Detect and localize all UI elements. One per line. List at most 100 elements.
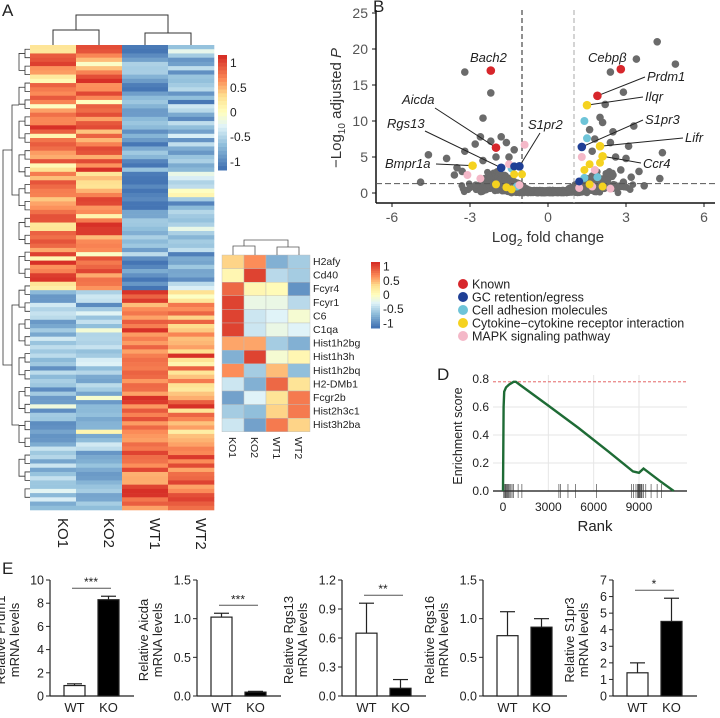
- data-point: [450, 171, 459, 179]
- heatmap-cell: [30, 442, 77, 447]
- heatmap-cell: [76, 260, 123, 266]
- heatmap-cell: [76, 146, 123, 151]
- heatmap-cell: [122, 497, 169, 502]
- heatmap-cell: [30, 108, 77, 113]
- row-label: Hist1h2bg: [313, 338, 360, 350]
- bar-chart-rgs13: 0.0 0.3 0.6 0.9 1.2 WT KO ** Relative Rgs13 mRNA …: [281, 574, 426, 715]
- heatmap-cell: [122, 78, 169, 84]
- y-tick-label: 0.5: [460, 651, 477, 665]
- heatmap-cell: [168, 201, 215, 206]
- highlighted-point: [580, 117, 589, 125]
- row-label: Hist1h3h: [313, 351, 355, 363]
- heatmap-cell: [287, 363, 311, 378]
- gene-leader-line: [586, 96, 644, 106]
- heatmap-cell: [168, 247, 215, 253]
- heatmap-cell: [76, 455, 123, 460]
- heatmap-cell: [76, 108, 123, 113]
- heatmap-cell: [122, 197, 169, 202]
- heatmap-cell: [122, 133, 169, 139]
- heatmap-cell: [30, 433, 77, 439]
- y-tick-label: 4: [37, 643, 44, 657]
- colorbar-segment: [218, 143, 227, 148]
- heatmap-cell: [30, 83, 77, 88]
- y-axis-label-part: −Log: [328, 134, 345, 168]
- heatmap-cell: [76, 324, 123, 329]
- heatmap-cell: [168, 446, 215, 452]
- column-label: KO1: [54, 518, 71, 548]
- heatmap-cell: [168, 324, 215, 329]
- colorbar-segment: [371, 310, 380, 314]
- colorbar-segment: [371, 297, 380, 300]
- heatmap-cell: [122, 247, 169, 253]
- heatmap-cell: [30, 429, 77, 435]
- heatmap-cell: [122, 340, 169, 346]
- heatmap-cell: [122, 146, 169, 151]
- y-tick-label: 0: [600, 690, 607, 704]
- legend-marker: [458, 279, 468, 289]
- y-tick-label: 15: [352, 77, 368, 93]
- heatmap-cell: [168, 61, 215, 67]
- heatmap-cell: [168, 239, 215, 244]
- heatmap-cell: [122, 302, 169, 308]
- heatmap-cell: [76, 336, 123, 342]
- heatmap-cell: [122, 417, 169, 422]
- heatmap-cell: [76, 235, 123, 240]
- highlighted-point: [463, 171, 472, 179]
- row-label: Fcgr2b: [313, 392, 346, 404]
- data-point: [487, 89, 495, 97]
- heatmap-cell: [122, 209, 169, 215]
- heatmap-cell: [30, 243, 77, 249]
- heatmap-cell: [76, 184, 123, 190]
- labeled-gene-point: [468, 161, 477, 170]
- heatmap-cell: [76, 391, 123, 397]
- heatmap-cell: [122, 311, 169, 316]
- column-label: WT2: [292, 437, 304, 459]
- column-dendrogram: [52, 14, 192, 45]
- heatmap-cell: [168, 108, 215, 113]
- highlighted-point: [580, 165, 589, 174]
- colorbar-segment: [371, 308, 380, 311]
- heatmap-cell: [243, 363, 267, 378]
- heatmap-cell: [243, 295, 267, 310]
- heatmap-cell: [287, 404, 311, 419]
- data-point: [630, 122, 638, 130]
- heatmap-cell: [30, 349, 77, 354]
- heatmap-cell: [122, 433, 169, 439]
- heatmap-cell: [168, 209, 215, 215]
- labeled-gene-point: [582, 100, 592, 110]
- heatmap-cell: [30, 273, 77, 278]
- y-tick-label: 0.8: [472, 372, 489, 386]
- heatmap-cell: [168, 231, 215, 236]
- heatmap-cell: [168, 49, 215, 54]
- colorbar-segment: [371, 286, 380, 289]
- heatmap-cell: [76, 171, 123, 177]
- heatmap-cell: [76, 493, 123, 498]
- heatmap-cell: [168, 57, 215, 63]
- heatmap-cell: [168, 167, 215, 173]
- heatmap-cell: [168, 307, 215, 312]
- heatmap-cell: [168, 129, 215, 135]
- heatmap-cell: [243, 350, 267, 365]
- heatmap-cell: [30, 252, 77, 257]
- heatmap-cell: [243, 418, 267, 433]
- heatmap-cell: [122, 188, 169, 194]
- heatmap-cell: [243, 377, 267, 392]
- heatmap-cell: [76, 74, 123, 80]
- nonsignificant-point: [458, 182, 466, 189]
- heatmap-cell: [76, 404, 123, 409]
- heatmap-cell: [122, 362, 169, 367]
- heatmap-cell: [243, 282, 267, 297]
- colorbar-segment: [218, 81, 227, 87]
- heatmap-cell: [168, 163, 215, 168]
- heatmap-cell: [287, 350, 311, 365]
- highlighted-point: [575, 183, 584, 192]
- heatmap-cell: [122, 315, 169, 321]
- colorbar-segment: [371, 266, 380, 270]
- heatmap-cell: [122, 108, 169, 113]
- colorbar-tick-label: -1: [383, 316, 394, 330]
- colorbar-segment: [218, 93, 227, 98]
- heatmap-cell: [30, 307, 77, 312]
- column-label: WT1: [270, 437, 282, 459]
- heatmap-cell: [122, 459, 169, 464]
- heatmap-cell: [265, 390, 289, 405]
